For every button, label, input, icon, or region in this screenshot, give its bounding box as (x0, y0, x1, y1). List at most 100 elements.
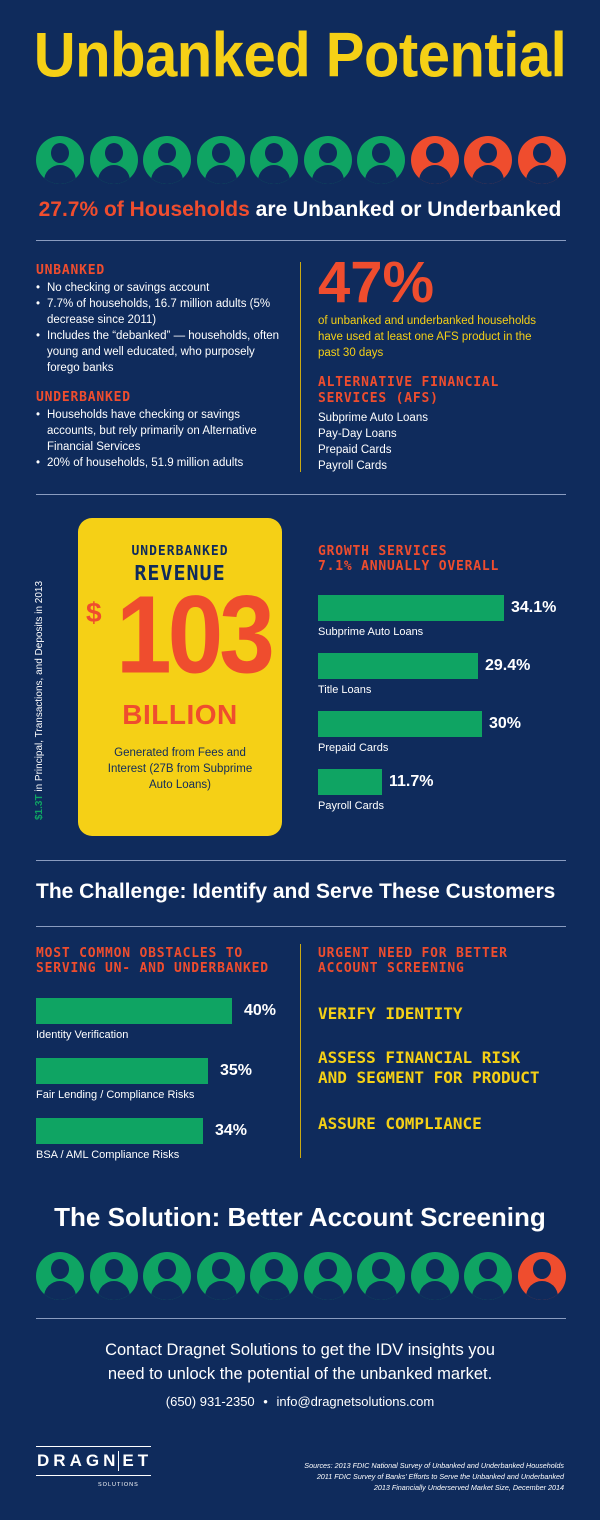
person-icon (196, 1252, 245, 1300)
urgent-item: ASSURE COMPLIANCE (318, 1114, 482, 1133)
vertical-divider (300, 944, 301, 1158)
email-link[interactable]: info@dragnetsolutions.com (276, 1394, 435, 1409)
bar (318, 769, 382, 795)
source-line: 2013 Financially Underserved Market Size… (373, 1483, 564, 1492)
sources: Sources: 2013 FDIC National Survey of Un… (244, 1460, 564, 1493)
list-item: Pay-Day Loans (318, 428, 397, 440)
bar (36, 998, 232, 1024)
bar (36, 1118, 203, 1144)
phone-number[interactable]: (650) 931-2350 (165, 1394, 255, 1409)
bar-value: 30% (489, 715, 522, 732)
list-item: No checking or savings account (36, 280, 286, 296)
revenue-line2: REVENUE (134, 561, 226, 585)
contact-line1: Contact Dragnet Solutions to get the IDV… (105, 1341, 495, 1359)
afs-stat-text: of unbanked and underbanked households h… (318, 315, 537, 359)
person-icon (517, 136, 566, 184)
urgent-item: AND SEGMENT FOR PRODUCT (318, 1068, 540, 1087)
logo-letter: R (53, 1451, 68, 1470)
bar (318, 595, 504, 621)
bar-label: BSA / AML Compliance Risks (36, 1149, 180, 1161)
obstacles-heading-2: SERVING UN- AND UNDERBANKED (36, 961, 269, 976)
list-item: Payroll Cards (318, 460, 388, 472)
person-icon (36, 1252, 84, 1300)
vertical-divider (300, 262, 301, 472)
person-icon (143, 1252, 192, 1300)
page-title: Unbanked Potential (33, 20, 567, 91)
challenge-title: The Challenge: Identify and Serve These … (36, 880, 556, 903)
divider (36, 860, 566, 861)
list-item: Subprime Auto Loans (318, 412, 428, 424)
bar-value: 29.4% (485, 657, 531, 674)
revenue-card: UNDERBANKED REVENUE $ 103 BILLION Genera… (78, 518, 282, 836)
person-icon (357, 136, 406, 184)
logo-letter: E (118, 1451, 136, 1471)
person-icon (464, 136, 513, 184)
divider (36, 494, 566, 495)
list-item: 7.7% of households, 16.7 million adults … (36, 296, 286, 328)
urgent-item: ASSESS FINANCIAL RISK (318, 1048, 521, 1067)
bar-label: Prepaid Cards (318, 742, 389, 754)
person-icon (410, 1252, 459, 1300)
bar-label: Subprime Auto Loans (318, 626, 424, 638)
bar (318, 653, 478, 679)
headline-highlight: 27.7% of Households (38, 198, 250, 221)
person-icon (36, 136, 84, 184)
list-item: Prepaid Cards (318, 444, 392, 456)
bar-label: Identity Verification (36, 1029, 129, 1041)
headline: 27.7% of Households are Unbanked or Unde… (0, 198, 600, 222)
contact-line2: need to unlock the potential of the unba… (107, 1365, 493, 1383)
person-icon (89, 136, 138, 184)
person-icon (303, 1252, 352, 1300)
people-row-bottom (36, 1252, 566, 1300)
person-icon (464, 1252, 513, 1300)
person-icon (196, 136, 245, 184)
logo-subtitle: SOLUTIONS (98, 1482, 139, 1488)
list-item: 20% of households, 51.9 million adults (36, 455, 266, 471)
urgent-item: VERIFY IDENTITY (318, 1004, 463, 1023)
growth-heading-2: 7.1% ANNUALLY OVERALL (318, 559, 500, 574)
person-icon (303, 136, 352, 184)
revenue-note: Generated from Fees and Interest (27B fr… (107, 747, 253, 791)
afs-section: 47% of unbanked and underbanked househol… (318, 254, 568, 474)
bar-value: 34% (215, 1122, 248, 1139)
afs-stat-value: 47% (318, 250, 435, 315)
growth-heading: GROWTH SERVICES 7.1% ANNUALLY OVERALL (318, 544, 499, 574)
bar-value: 40% (244, 1002, 277, 1019)
headline-rest: are Unbanked or Underbanked (249, 198, 562, 221)
bar-value: 34.1% (511, 599, 557, 616)
obstacles-heading: MOST COMMON OBSTACLES TO SERVING UN- AND… (36, 946, 269, 976)
unbanked-section: UNBANKED No checking or savings account … (36, 263, 286, 471)
people-row-top (36, 136, 566, 184)
divider (36, 926, 566, 927)
contact-details: (650) 931-2350 • info@dragnetsolutions.c… (0, 1394, 600, 1409)
bar-label: Title Loans (318, 684, 372, 696)
contact-text: Contact Dragnet Solutions to get the IDV… (0, 1338, 600, 1386)
logo-letter: T (137, 1451, 151, 1470)
person-icon (250, 1252, 299, 1300)
obstacles-heading-1: MOST COMMON OBSTACLES TO (36, 946, 244, 961)
urgent-section: URGENT NEED FOR BETTER ACCOUNT SCREENING… (318, 946, 540, 1133)
revenue-amount: 103 (116, 573, 275, 697)
unbanked-heading: UNBANKED (36, 263, 106, 278)
growth-heading-1: GROWTH SERVICES (318, 544, 448, 559)
person-icon (410, 136, 459, 184)
logo-letter: N (103, 1451, 118, 1470)
bar-value: 11.7% (389, 773, 434, 790)
urgent-heading-1: URGENT NEED FOR BETTER (318, 946, 508, 961)
side-note-highlight: $1.3T (34, 794, 45, 820)
bar-label: Fair Lending / Compliance Risks (36, 1089, 195, 1101)
source-line: 2011 FDIC Survey of Banks’ Efforts to Se… (316, 1472, 564, 1481)
revenue-line1: UNDERBANKED (131, 544, 229, 559)
logo-letter: G (85, 1451, 102, 1470)
list-item: Households have checking or savings acco… (36, 407, 266, 455)
afs-heading: ALTERNATIVE FINANCIAL SERVICES (AFS) (318, 375, 500, 406)
separator: • (263, 1394, 268, 1409)
source-line: Sources: 2013 FDIC National Survey of Un… (304, 1461, 564, 1470)
person-icon (517, 1252, 566, 1300)
divider (36, 1318, 566, 1319)
person-icon (89, 1252, 138, 1300)
person-icon (143, 136, 192, 184)
person-icon (250, 136, 299, 184)
revenue-unit: BILLION (122, 699, 238, 730)
solution-title: The Solution: Better Account Screening (54, 1202, 546, 1232)
